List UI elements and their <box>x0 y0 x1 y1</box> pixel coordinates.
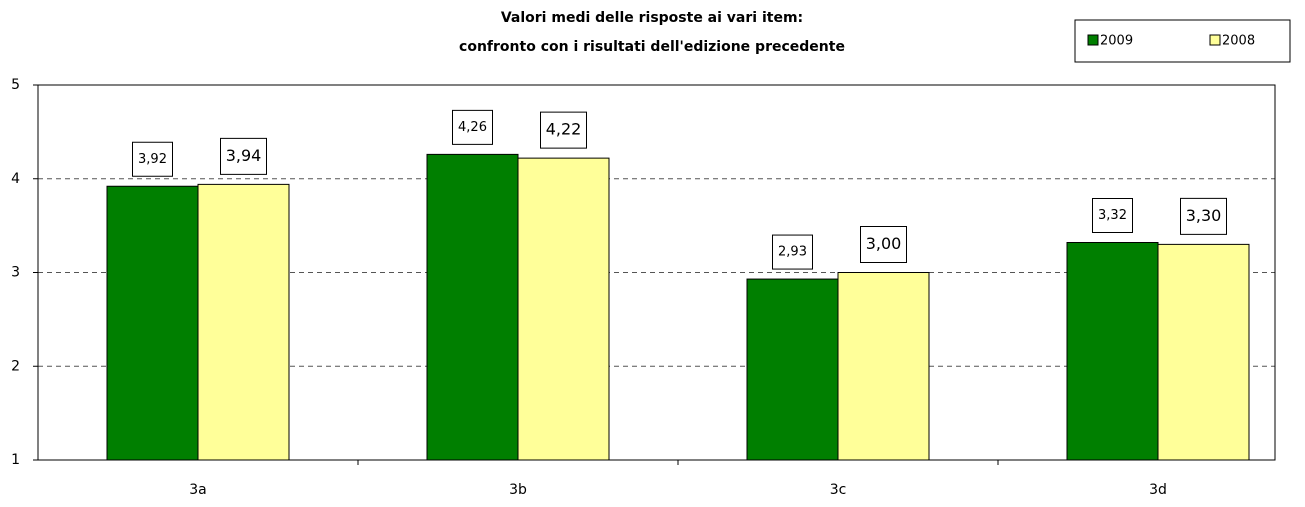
value-label-box <box>220 137 267 175</box>
y-tick-label: 2 <box>11 358 20 374</box>
value-label: 3,00 <box>866 234 902 253</box>
value-label: 3,30 <box>1186 206 1222 225</box>
y-tick-label: 1 <box>11 452 20 468</box>
x-tick-label: 3b <box>509 482 527 498</box>
legend-swatch <box>1087 34 1099 46</box>
legend-label: 2009 <box>1100 34 1133 49</box>
bar <box>746 278 839 461</box>
value-label-box <box>452 109 493 145</box>
value-label-box <box>132 141 173 177</box>
value-label: 3,94 <box>226 146 262 165</box>
y-tick-label: 4 <box>11 171 20 187</box>
legend-swatch <box>1209 34 1221 46</box>
bar <box>106 185 199 461</box>
value-label: 4,26 <box>458 120 487 135</box>
x-tick-label: 3a <box>189 482 207 498</box>
value-label-box <box>540 111 587 149</box>
chart-title: Valori medi delle risposte ai vari item: <box>501 10 803 26</box>
value-label-box <box>860 226 907 263</box>
value-label-box <box>1092 198 1133 233</box>
value-label-box <box>772 234 813 270</box>
value-label: 4,22 <box>546 120 582 139</box>
value-label: 3,92 <box>138 152 167 167</box>
value-label-box <box>1180 197 1227 235</box>
bar <box>197 183 290 461</box>
y-tick-label: 5 <box>11 77 20 93</box>
x-tick-label: 3c <box>830 482 847 498</box>
x-tick-label: 3d <box>1149 482 1167 498</box>
plot-frame <box>37 84 1276 461</box>
bar <box>1066 242 1159 461</box>
bar <box>1157 243 1250 461</box>
bar <box>517 157 610 461</box>
bar <box>837 272 930 461</box>
value-label: 3,32 <box>1098 208 1127 223</box>
legend-box <box>1074 19 1291 63</box>
y-tick-label: 3 <box>11 265 20 281</box>
bar <box>426 153 519 461</box>
value-label: 2,93 <box>778 245 807 260</box>
legend-label: 2008 <box>1222 34 1255 49</box>
chart-title: confronto con i risultati dell'edizione … <box>459 39 845 55</box>
